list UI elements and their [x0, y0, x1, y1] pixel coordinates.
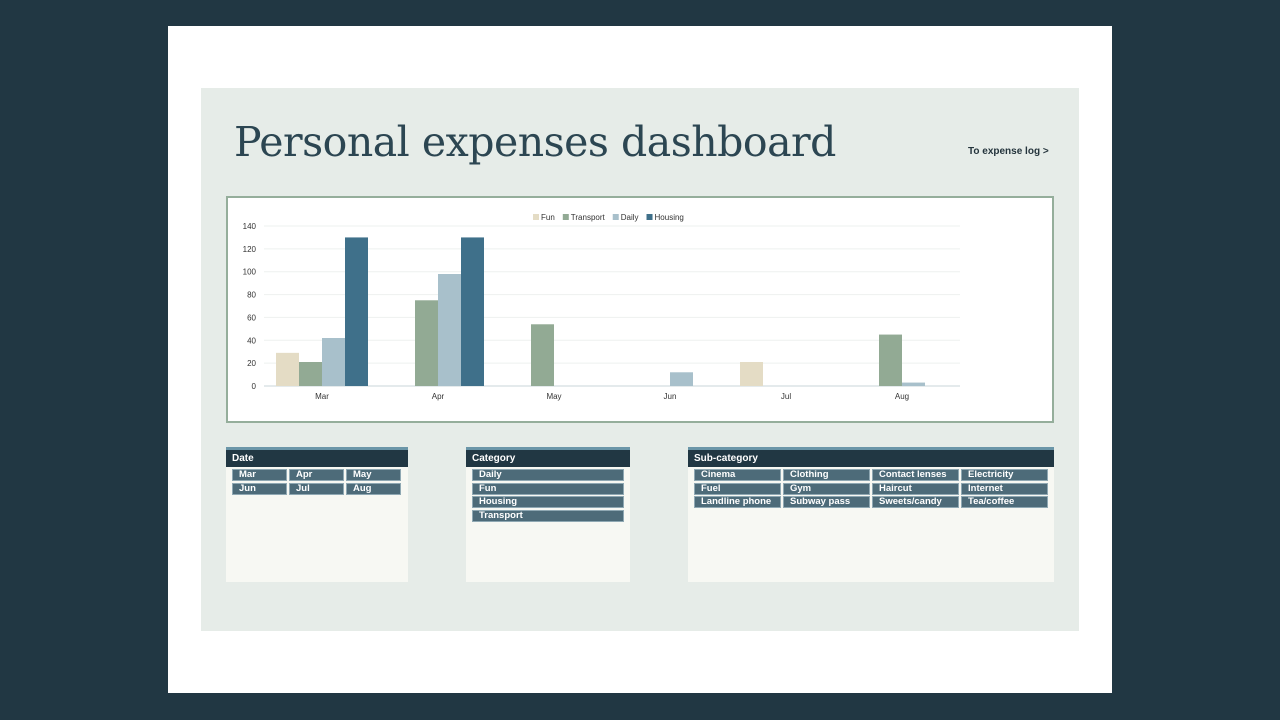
date-slicer-item[interactable]: Mar: [232, 469, 287, 481]
bar-fun-jul: [740, 362, 763, 386]
category-slicer-item[interactable]: Fun: [472, 482, 624, 495]
bar-housing-apr: [461, 237, 484, 386]
subcategory-slicer-item[interactable]: Contact lenses: [872, 469, 959, 481]
category-slicer[interactable]: Category Daily Fun Housing Transport: [466, 447, 630, 582]
x-tick-label: Apr: [432, 392, 445, 401]
y-tick-label: 60: [247, 313, 256, 322]
y-tick-label: 40: [247, 336, 256, 345]
subcategory-slicer-item[interactable]: Landline phone: [694, 496, 781, 508]
date-slicer-title: Date: [226, 447, 408, 467]
subcategory-slicer-item[interactable]: Tea/coffee: [961, 496, 1048, 508]
subcategory-slicer-item[interactable]: Electricity: [961, 469, 1048, 481]
legend-label-housing: Housing: [655, 213, 684, 222]
legend-swatch-daily: [612, 214, 619, 220]
bar-transport-apr: [415, 300, 438, 386]
legend-label-fun: Fun: [541, 213, 555, 222]
subcategory-slicer-item[interactable]: Subway pass: [783, 496, 870, 508]
category-slicer-title: Category: [466, 447, 630, 467]
y-tick-label: 80: [247, 291, 256, 300]
subcategory-slicer-item[interactable]: Haircut: [872, 482, 959, 495]
bar-daily-mar: [322, 338, 345, 386]
subcategory-slicer-item[interactable]: Gym: [783, 482, 870, 495]
y-tick-label: 100: [243, 268, 257, 277]
bar-transport-mar: [299, 362, 322, 386]
x-tick-label: Mar: [315, 392, 329, 401]
subcategory-slicer-title: Sub-category: [688, 447, 1054, 467]
expenses-chart[interactable]: 0 20 40 60 80 100 120 140 Mar Apr May Jun Jul Aug Fun T…: [226, 196, 1054, 423]
date-slicer-item[interactable]: Apr: [289, 469, 344, 481]
x-tick-label: Jul: [781, 392, 791, 401]
legend-swatch-fun: [533, 214, 539, 220]
date-slicer-item[interactable]: Aug: [346, 482, 401, 495]
bar-fun-mar: [276, 352, 299, 386]
category-slicer-item[interactable]: Transport: [472, 509, 624, 522]
date-slicer-item[interactable]: Jul: [289, 482, 344, 495]
bar-housing-mar: [345, 237, 368, 386]
subcategory-slicer-item[interactable]: Internet: [961, 482, 1048, 495]
subcategory-slicer-item[interactable]: Fuel: [694, 482, 781, 495]
legend-label-transport: Transport: [571, 213, 606, 222]
y-tick-label: 20: [247, 359, 256, 368]
category-slicer-item[interactable]: Housing: [472, 496, 624, 508]
legend-swatch-housing: [646, 214, 653, 220]
bar-transport-aug: [879, 334, 902, 386]
page-title: Personal expenses dashboard: [234, 118, 836, 166]
subcategory-slicer-item[interactable]: Clothing: [783, 469, 870, 481]
legend-label-daily: Daily: [621, 213, 639, 222]
y-tick-label: 0: [252, 382, 257, 391]
bar-daily-jun: [670, 372, 693, 386]
bar-daily-aug: [902, 382, 925, 386]
x-tick-label: Jun: [664, 392, 677, 401]
x-tick-label: May: [546, 392, 561, 401]
date-slicer-item[interactable]: May: [346, 469, 401, 481]
chart-svg: 0 20 40 60 80 100 120 140 Mar Apr May Jun Jul Aug Fun T…: [243, 213, 960, 401]
date-slicer-item[interactable]: Jun: [232, 482, 287, 495]
expense-log-link[interactable]: To expense log >: [968, 146, 1049, 157]
subcategory-slicer-item[interactable]: Cinema: [694, 469, 781, 481]
legend-swatch-transport: [562, 214, 569, 220]
y-tick-label: 120: [243, 245, 257, 254]
subcategory-slicer[interactable]: Sub-category Cinema Clothing Contact lense…: [688, 447, 1054, 582]
x-tick-label: Aug: [895, 392, 909, 401]
bar-transport-may: [531, 324, 554, 386]
y-tick-label: 140: [243, 222, 257, 231]
date-slicer[interactable]: Date Mar Apr May Jun Jul Aug: [226, 447, 408, 582]
bar-daily-apr: [438, 274, 461, 386]
category-slicer-item[interactable]: Daily: [472, 469, 624, 481]
subcategory-slicer-item[interactable]: Sweets/candy: [872, 496, 959, 508]
